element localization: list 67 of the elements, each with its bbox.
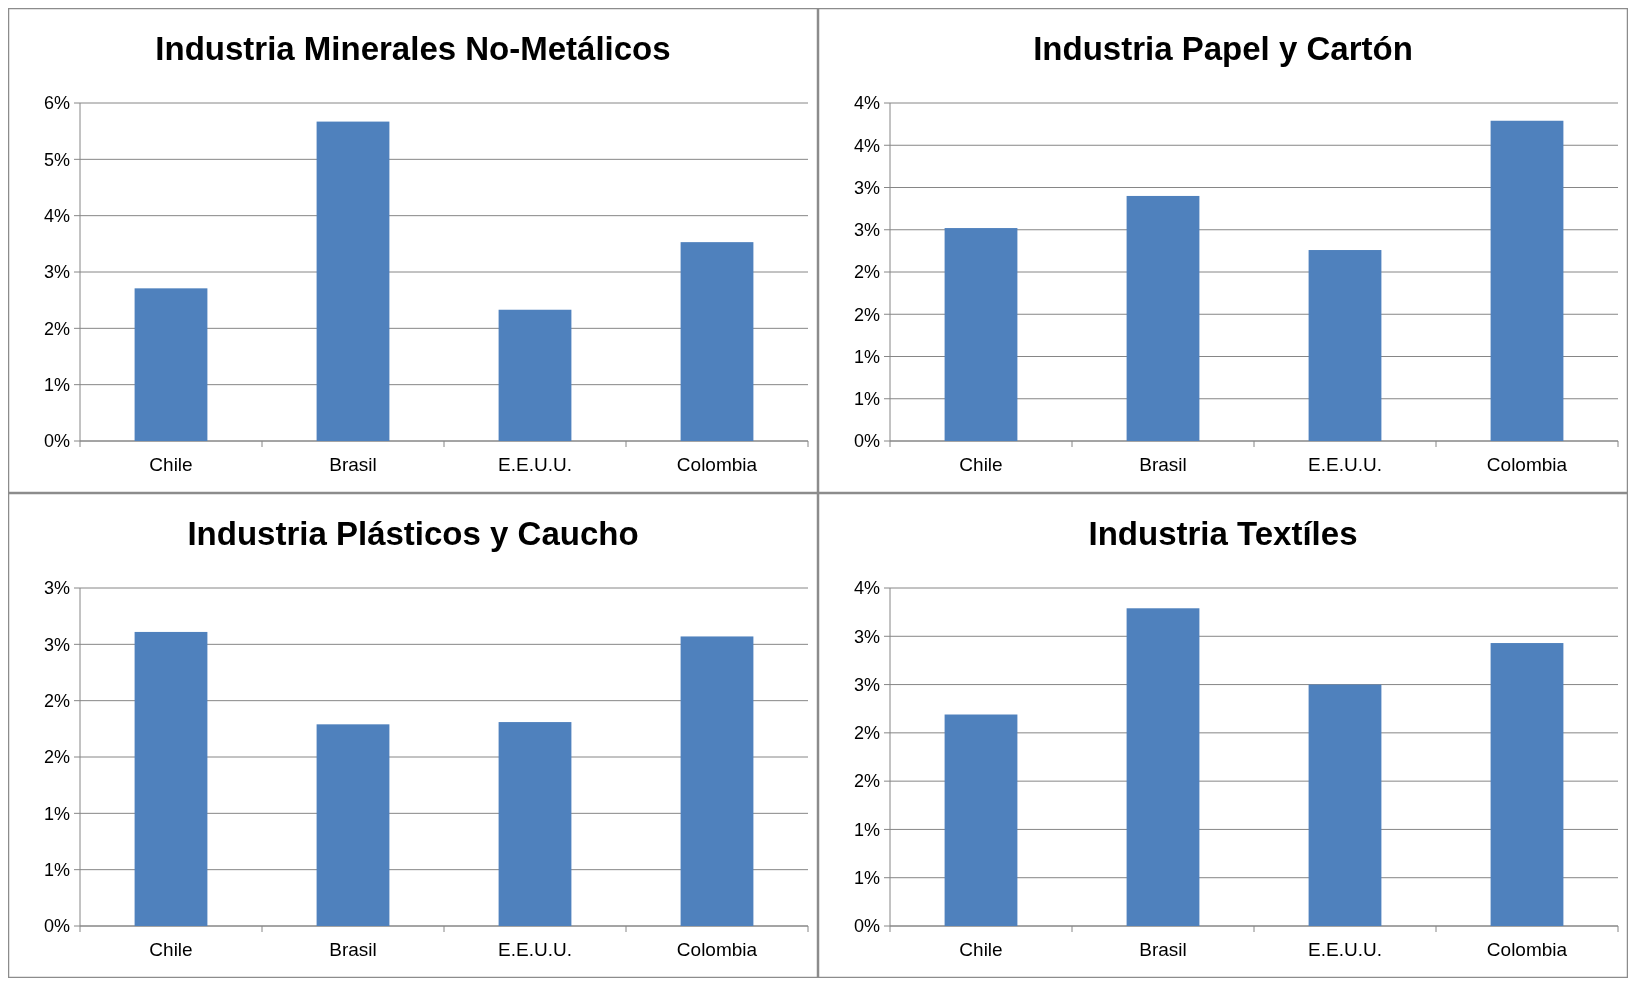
y-tick-label: 2% <box>853 771 880 792</box>
y-tick-label: 3% <box>43 634 70 655</box>
x-tick-label: Brasil <box>1139 454 1187 475</box>
y-tick-label: 2% <box>43 690 70 711</box>
bar <box>1308 684 1382 926</box>
bar <box>498 722 572 926</box>
y-tick-label: 4% <box>853 93 880 114</box>
x-tick-label: Colombia <box>676 454 758 475</box>
x-tick-label: Chile <box>959 939 1003 960</box>
y-tick-label: 1% <box>853 389 880 410</box>
y-tick-label: 1% <box>853 346 880 367</box>
y-tick-label: 1% <box>853 819 880 840</box>
bar <box>944 714 1018 926</box>
y-tick-label: 2% <box>853 262 880 283</box>
chart-title: Industria Textíles <box>1088 515 1358 552</box>
y-tick-label: 0% <box>43 916 70 937</box>
y-tick-label: 0% <box>853 431 880 452</box>
y-tick-label: 1% <box>43 859 70 880</box>
bar <box>680 242 754 441</box>
x-tick-label: Chile <box>959 454 1003 475</box>
y-tick-label: 3% <box>853 626 880 647</box>
bar <box>316 121 390 441</box>
y-tick-label: 2% <box>43 747 70 768</box>
y-tick-label: 1% <box>853 868 880 889</box>
x-tick-label: Brasil <box>329 454 377 475</box>
x-tick-label: Colombia <box>676 939 758 960</box>
bar <box>1308 250 1382 441</box>
y-tick-label: 2% <box>853 723 880 744</box>
chart-title: Industria Plásticos y Caucho <box>187 515 639 552</box>
bar <box>498 309 572 441</box>
x-tick-label: Colombia <box>1486 454 1568 475</box>
y-tick-label: 3% <box>43 262 70 283</box>
x-tick-label: Chile <box>149 454 193 475</box>
y-tick-label: 0% <box>43 431 70 452</box>
y-tick-label: 4% <box>853 135 880 156</box>
x-tick-label: Colombia <box>1486 939 1568 960</box>
x-tick-label: Brasil <box>329 939 377 960</box>
y-tick-label: 3% <box>853 674 880 695</box>
y-tick-label: 4% <box>43 205 70 226</box>
bar <box>944 228 1018 441</box>
y-tick-label: 3% <box>853 177 880 198</box>
y-tick-label: 2% <box>853 304 880 325</box>
x-tick-label: E.E.U.U. <box>498 454 572 475</box>
y-tick-label: 1% <box>43 803 70 824</box>
y-tick-label: 4% <box>853 578 880 599</box>
bar <box>1126 608 1200 926</box>
x-tick-label: Brasil <box>1139 939 1187 960</box>
bar <box>1490 120 1564 441</box>
x-tick-label: Chile <box>149 939 193 960</box>
bar <box>680 636 754 926</box>
bar <box>316 724 390 926</box>
x-tick-label: E.E.U.U. <box>498 939 572 960</box>
x-tick-label: E.E.U.U. <box>1308 454 1382 475</box>
chart-title: Industria Minerales No-Metálicos <box>155 30 671 67</box>
y-tick-label: 2% <box>43 318 70 339</box>
bar <box>134 288 208 441</box>
chart-title: Industria Papel y Cartón <box>1033 30 1413 67</box>
y-tick-label: 3% <box>853 220 880 241</box>
bar <box>134 631 208 926</box>
x-tick-label: E.E.U.U. <box>1308 939 1382 960</box>
y-tick-label: 1% <box>43 374 70 395</box>
y-tick-label: 3% <box>43 578 70 599</box>
y-tick-label: 5% <box>43 149 70 170</box>
bar <box>1490 643 1564 926</box>
y-tick-label: 0% <box>853 916 880 937</box>
y-tick-label: 6% <box>43 93 70 114</box>
bar <box>1126 195 1200 441</box>
